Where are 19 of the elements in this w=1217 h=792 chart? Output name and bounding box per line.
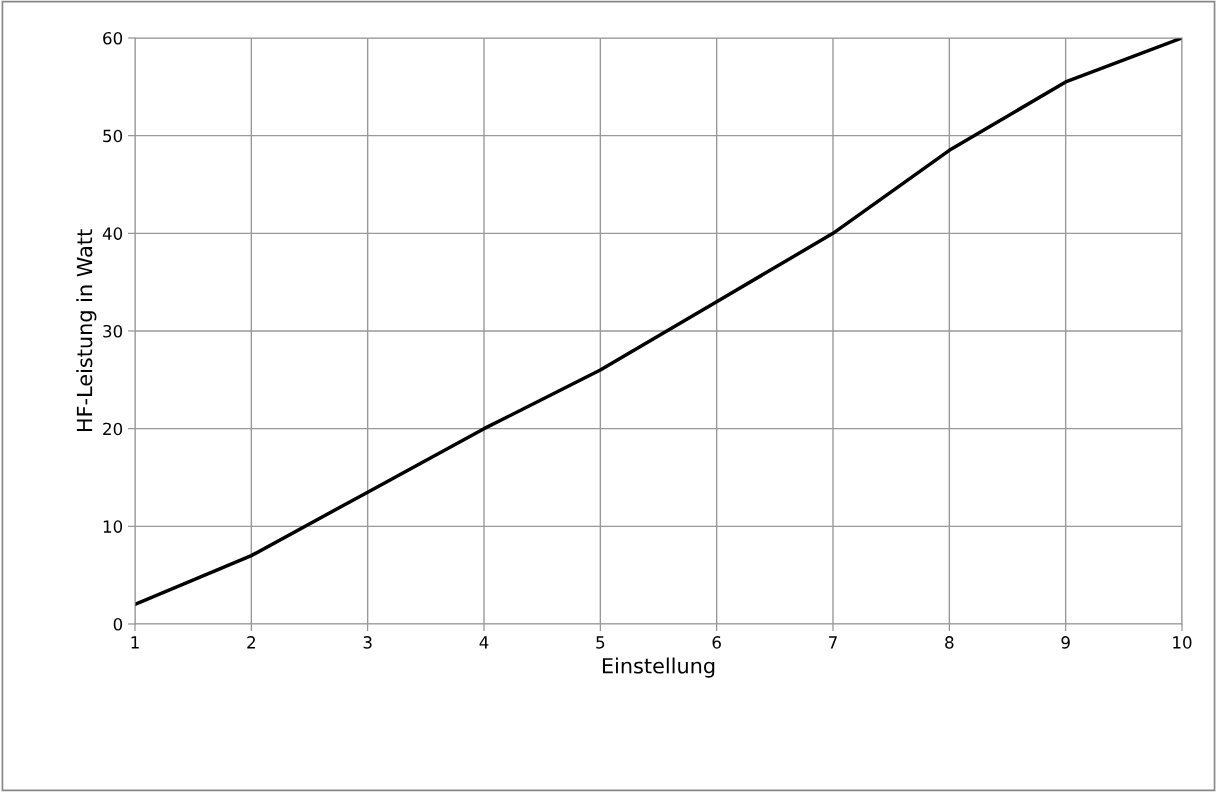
y-tick-label: 50 (103, 129, 123, 143)
y-tick-label: 40 (102, 227, 123, 240)
y-tick-label: 60 (103, 31, 123, 45)
x-tick-label: 6 (712, 636, 721, 649)
y-tick-label: 10 (103, 520, 123, 533)
x-tick-label: 4 (479, 636, 489, 649)
x-tick-label: 3 (363, 636, 372, 649)
y-tick-label: 30 (103, 324, 123, 338)
x-tick-label: 10 (1173, 636, 1192, 649)
x-tick-label: 2 (247, 636, 255, 649)
y-axis-title: HF-Leistung in Watt (76, 229, 97, 432)
x-axis-title: Einstellung (602, 657, 715, 678)
y-tick-label: 20 (103, 422, 123, 436)
x-tick-label: 1 (131, 636, 139, 649)
x-tick-label: 9 (1061, 636, 1070, 649)
x-tick-label: 7 (829, 636, 837, 649)
x-tick-label: 5 (596, 636, 605, 649)
x-tick-label: 8 (945, 636, 954, 649)
y-tick-label: 0 (113, 617, 123, 631)
